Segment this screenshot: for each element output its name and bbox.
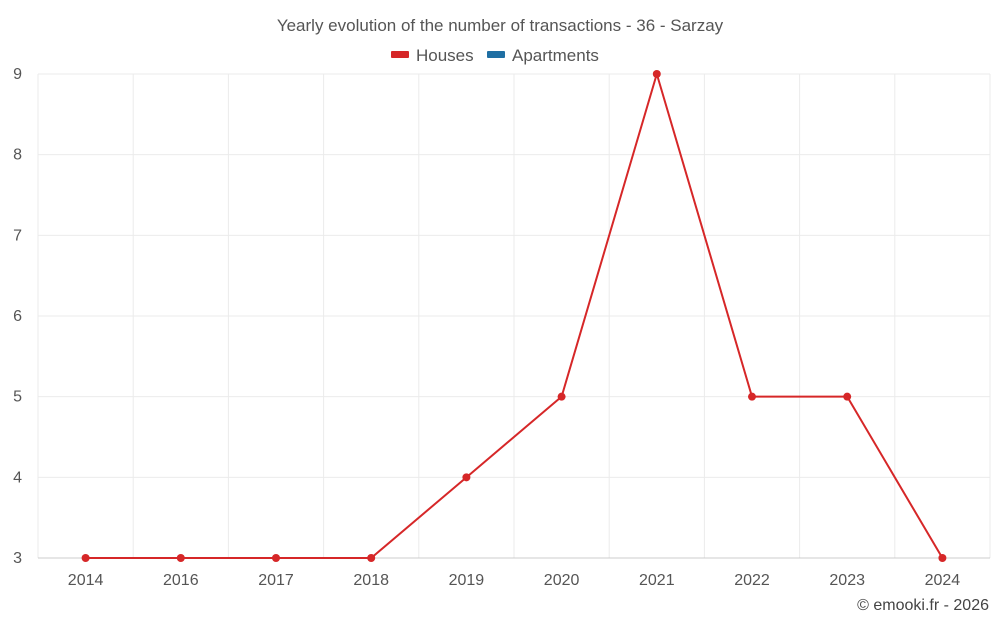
grid (37, 73, 991, 558)
x-tick-label: 2014 (68, 572, 104, 589)
data-point[interactable] (272, 554, 280, 562)
series-line-houses (85, 73, 944, 559)
legend-item-houses[interactable]: Houses (391, 46, 474, 65)
y-tick-label: 7 (13, 227, 22, 244)
legend[interactable]: Houses Apartments (391, 46, 599, 65)
data-point[interactable] (557, 392, 566, 401)
x-tick-label: 2017 (258, 572, 294, 589)
data-point[interactable] (843, 392, 852, 401)
x-tick-label: 2024 (925, 572, 961, 589)
y-tick-label: 4 (13, 469, 22, 486)
tick-labels: 3 4 5 6 7 8 9 2014 2016 2017 2018 2019 2020 2021 2022 2… (13, 66, 960, 589)
x-tick-label: 2021 (639, 572, 675, 589)
data-point[interactable] (652, 70, 661, 78)
data-point[interactable] (938, 554, 947, 562)
x-tick-label: 2022 (734, 572, 770, 589)
x-tick-label: 2019 (449, 572, 485, 589)
y-tick-label: 8 (13, 147, 22, 164)
y-tick-label: 5 (13, 389, 22, 406)
legend-swatch-apartments (487, 51, 505, 58)
x-tick-label: 2023 (829, 572, 865, 589)
y-tick-label: 9 (13, 66, 22, 83)
legend-swatch-houses (391, 51, 409, 58)
y-tick-label: 3 (13, 550, 22, 567)
data-point[interactable] (462, 473, 471, 482)
data-point[interactable] (81, 554, 90, 562)
legend-label-apartments[interactable]: Apartments (512, 46, 599, 65)
x-tick-label: 2020 (544, 572, 580, 589)
y-tick-label: 6 (13, 308, 22, 325)
series (81, 70, 947, 562)
legend-label-houses[interactable]: Houses (416, 46, 474, 65)
legend-item-apartments[interactable]: Apartments (487, 46, 599, 65)
credit-text: © emooki.fr - 2026 (857, 597, 989, 614)
x-tick-label: 2018 (353, 572, 389, 589)
data-point[interactable] (748, 392, 756, 401)
data-point[interactable] (367, 554, 376, 562)
chart-title: Yearly evolution of the number of transa… (277, 16, 724, 35)
data-point[interactable] (176, 554, 185, 562)
x-tick-label: 2016 (163, 572, 199, 589)
